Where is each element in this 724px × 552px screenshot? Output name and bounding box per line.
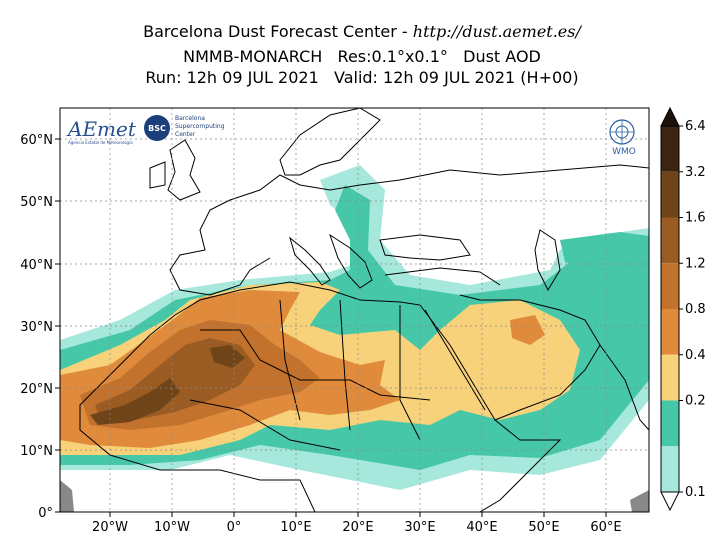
lon-label-10e: 10°E (280, 520, 311, 535)
dust-aod-3.2-6.4 (90, 345, 245, 425)
wmo-logo-text: WMO (612, 147, 636, 157)
title-prefix: Barcelona Dust Forecast Center - (143, 22, 413, 41)
title-url: http://dust.aemet.es/ (412, 22, 581, 41)
lat-label-10n: 10°N (20, 444, 53, 459)
lat-label-60n: 60°N (20, 133, 53, 148)
lat-label-50n: 50°N (20, 195, 53, 210)
bsc-logo: BSC Barcelona Supercomputing Center (144, 115, 225, 141)
bsc-logo-text-1: Barcelona (175, 115, 205, 122)
axis-ticks (55, 138, 607, 517)
title-line-3: Run: 12h 09 JUL 2021 Valid: 12h 09 JUL 2… (145, 68, 579, 87)
wmo-logo: WMO (609, 119, 636, 157)
colorbar-segment (661, 217, 679, 264)
map-canvas (60, 108, 649, 512)
bsc-logo-text-3: Center (175, 131, 196, 138)
lon-label-60e: 60°E (590, 520, 621, 535)
colorbar-label: 3.2 (685, 165, 706, 180)
colorbar-segment (661, 171, 679, 218)
aemet-logo-text: AEmet (66, 117, 137, 141)
bsc-logo-text-2: Supercomputing (175, 123, 225, 130)
colorbar-segment (661, 400, 679, 447)
map-frame (59, 107, 650, 513)
colorbar-segment (661, 309, 679, 355)
lat-label-0: 0° (38, 506, 53, 521)
coastlines (79, 108, 649, 512)
lat-label-20n: 20°N (20, 382, 53, 397)
lon-label-20e: 20°E (342, 520, 373, 535)
no-data-hatch (60, 480, 649, 512)
colorbar-label: 0.2 (685, 394, 706, 409)
title-line-1: Barcelona Dust Forecast Center - http://… (0, 22, 724, 42)
colorbar-segment (661, 354, 679, 401)
colorbar-label: 0.1 (685, 485, 706, 500)
colorbar-label: 6.4 (685, 119, 706, 134)
lon-label-20w: 20°W (92, 520, 128, 535)
aemet-logo-subtitle: Agencia Estatal de Meteorología (68, 140, 133, 145)
colorbar-label: 0.4 (685, 348, 706, 363)
colorbar (660, 106, 680, 512)
aemet-logo: AEmet Agencia Estatal de Meteorología (66, 117, 137, 145)
lon-label-30e: 30°E (404, 520, 435, 535)
lon-labels: 20°W 10°W 0° 10°E 20°E 30°E 40°E 50°E 60… (92, 520, 622, 535)
title-line-2: NMMB-MONARCH Res:0.1°x0.1° Dust AOD (183, 47, 541, 66)
lon-label-40e: 40°E (466, 520, 497, 535)
colorbar-label: 1.6 (685, 211, 706, 226)
colorbar-segment (661, 446, 679, 492)
lat-label-40n: 40°N (20, 258, 53, 273)
colorbar-label: 1.2 (685, 256, 706, 271)
lon-label-50e: 50°E (528, 520, 559, 535)
lat-gridlines (60, 138, 649, 451)
bsc-logo-mark: BSC (148, 124, 166, 133)
lat-label-30n: 30°N (20, 320, 53, 335)
lon-gridlines (109, 108, 607, 512)
colorbar-segment (661, 263, 679, 309)
colorbar-labels: 6.4 3.2 1.6 1.2 0.8 0.4 0.2 0.1 (679, 119, 706, 500)
colorbar-extend-bottom (660, 491, 680, 512)
colorbar-extend-top (660, 106, 680, 127)
lon-label-10w: 10°W (154, 520, 190, 535)
lon-label-0: 0° (227, 520, 242, 535)
lat-labels: 60°N 50°N 40°N 30°N 20°N 10°N 0° (20, 133, 53, 521)
colorbar-label: 0.8 (685, 302, 706, 317)
colorbar-segment (661, 126, 679, 172)
